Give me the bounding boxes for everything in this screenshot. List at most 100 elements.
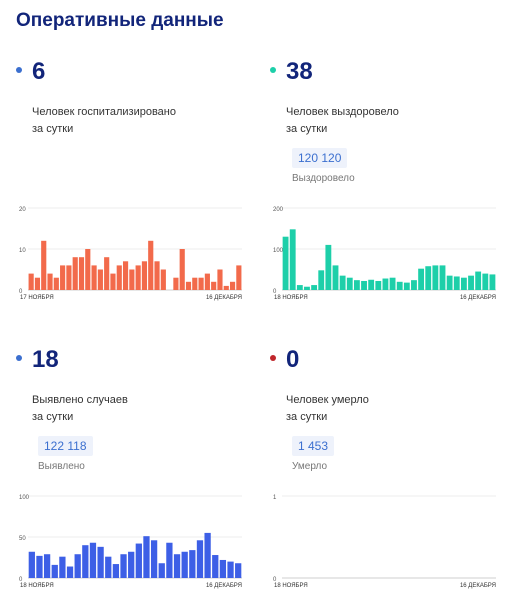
chart-bar: [482, 273, 489, 290]
chart-bar: [120, 554, 127, 578]
chart-bar: [97, 546, 104, 578]
x-end-label: 16 ДЕКАБРЯ: [460, 295, 496, 301]
chart-bar: [34, 277, 41, 290]
chart-bar: [236, 265, 242, 290]
chart-bar: [60, 265, 66, 290]
chart-bar: [179, 249, 185, 290]
chart-bar: [411, 280, 417, 290]
chart-bar: [325, 244, 332, 290]
x-start-label: 18 НОЯБРЯ: [274, 295, 308, 301]
detected-total-badge: 122 118: [38, 436, 93, 456]
chart-bar: [116, 265, 122, 290]
chart-bar: [282, 236, 289, 290]
chart-bar: [173, 554, 181, 578]
chart-bar: [181, 551, 188, 578]
chart-bar: [148, 240, 154, 290]
chart-bar: [143, 536, 150, 578]
bullet-dot-icon: [270, 67, 276, 73]
chart-bar: [219, 559, 227, 578]
recovered-daily-value: 38: [286, 58, 313, 85]
chart-bar: [112, 564, 120, 578]
chart-bar: [78, 257, 85, 290]
chart-bar: [53, 277, 59, 290]
chart-bar: [446, 275, 453, 290]
chart-bar: [160, 269, 166, 290]
hospitalized-label-line1: Человек госпитализировано: [32, 106, 176, 118]
chart-bar: [460, 277, 467, 290]
y-tick-label: 20: [19, 207, 26, 213]
x-start-label: 18 НОЯБРЯ: [20, 583, 54, 589]
chart-bar: [59, 556, 66, 578]
y-tick-label: 0: [19, 577, 23, 583]
chart-bar: [425, 266, 432, 290]
chart-bar: [66, 566, 74, 578]
chart-bar: [211, 281, 217, 290]
bullet-dot-icon: [270, 355, 276, 361]
chart-bar: [41, 240, 47, 290]
chart-bar: [122, 261, 129, 290]
recovered-label-line1: Человек выздоровело: [286, 106, 399, 118]
detected-chart: 0 50 100 18 НОЯБРЯ 16 ДЕКАБРЯ: [19, 495, 242, 589]
x-start-label: 17 НОЯБРЯ: [20, 295, 54, 301]
chart-bar: [382, 278, 389, 290]
chart-bar: [403, 282, 410, 290]
x-end-label: 16 ДЕКАБРЯ: [206, 295, 242, 301]
deaths-label-line2: за сутки: [286, 411, 328, 423]
detected-total-caption: Выявлено: [38, 461, 85, 472]
y-tick-label: 10: [19, 248, 26, 254]
deaths-daily-value: 0: [286, 346, 300, 373]
chart-bar: [418, 268, 425, 290]
detected-label-line1: Выявлено случаев: [32, 394, 128, 406]
chart-bar: [85, 249, 91, 290]
chart-bar: [66, 265, 72, 290]
card-recovered: 38 Человек выздоровело за сутки 120 120 …: [270, 14, 509, 304]
chart-bar: [439, 265, 446, 290]
chart-bar: [289, 229, 296, 290]
chart-bar: [204, 532, 211, 578]
chart-bar: [166, 542, 173, 578]
hospitalized-daily-value: 6: [32, 58, 46, 85]
chart-bar: [158, 563, 165, 578]
bullet-dot-icon: [16, 67, 22, 73]
chart-bar: [192, 277, 198, 290]
x-start-label: 18 НОЯБРЯ: [274, 583, 308, 589]
chart-bar: [47, 273, 53, 290]
chart-bar: [296, 285, 303, 290]
chart-bar: [235, 563, 242, 578]
chart-bar: [128, 551, 135, 578]
chart-bar: [185, 281, 192, 290]
chart-bar: [489, 274, 496, 290]
y-tick-label: 50: [19, 536, 26, 542]
x-end-label: 16 ДЕКАБРЯ: [460, 583, 496, 589]
chart-bar: [189, 550, 196, 578]
chart-bar: [135, 265, 141, 290]
chart-bar: [212, 555, 219, 578]
y-tick-label: 0: [19, 289, 23, 295]
card-hospitalized: 6 Человек госпитализировано за сутки 0 10…: [16, 14, 256, 304]
y-tick-label: 1: [273, 495, 277, 501]
chart-bar: [229, 281, 236, 290]
chart-bar: [223, 285, 229, 290]
card-deaths: 0 Человек умерло за сутки 1 453 Умерло 0…: [270, 302, 509, 592]
chart-bar: [311, 285, 318, 290]
chart-bar: [368, 279, 375, 290]
y-tick-label: 0: [273, 577, 277, 583]
chart-bar: [227, 561, 234, 578]
y-tick-label: 0: [273, 289, 277, 295]
x-end-label: 16 ДЕКАБРЯ: [206, 583, 242, 589]
hospitalized-label-line2: за сутки: [32, 123, 74, 135]
chart-bar: [432, 265, 439, 290]
chart-bar: [150, 540, 158, 578]
hospitalized-label: Человек госпитализировано за сутки: [32, 104, 252, 138]
deaths-chart: 0 1 18 НОЯБРЯ 16 ДЕКАБРЯ: [273, 495, 496, 589]
chart-bar: [318, 270, 325, 290]
chart-bar: [51, 564, 58, 578]
recovered-chart: 0 100 200 18 НОЯБРЯ 16 ДЕКАБРЯ: [273, 207, 496, 301]
chart-bar: [36, 555, 43, 578]
bullet-dot-icon: [16, 355, 22, 361]
chart-bar: [173, 277, 179, 290]
card-detected: 18 Выявлено случаев за сутки 122 118 Выя…: [16, 302, 256, 592]
y-tick-label: 200: [273, 207, 284, 213]
recovered-total-badge: 120 120: [292, 148, 348, 168]
chart-bar: [198, 277, 204, 290]
